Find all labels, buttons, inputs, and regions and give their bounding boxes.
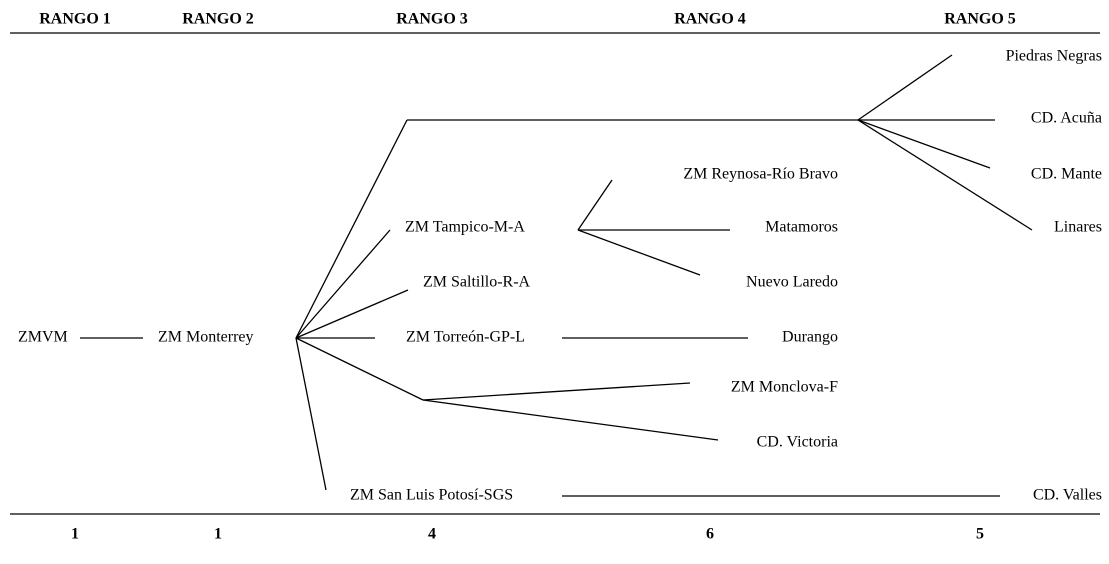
connector bbox=[857, 119, 991, 169]
connector bbox=[857, 54, 953, 121]
node-label: Piedras Negras bbox=[1006, 48, 1102, 65]
header: RANGO 2 bbox=[182, 11, 254, 28]
connector bbox=[857, 119, 1033, 231]
node-label: ZM Monclova-F bbox=[731, 379, 838, 396]
node-label: CD. Mante bbox=[1031, 166, 1102, 183]
header: RANGO 1 bbox=[39, 11, 111, 28]
connector bbox=[422, 399, 719, 441]
node-label: ZM San Luis Potosí-SGS bbox=[350, 487, 513, 504]
header: RANGO 3 bbox=[396, 11, 468, 28]
connector bbox=[295, 337, 327, 491]
connector bbox=[295, 229, 391, 339]
node-label: CD. Valles bbox=[1033, 487, 1102, 504]
node-label: Linares bbox=[1054, 219, 1102, 236]
node-label: ZM Tampico-M-A bbox=[405, 219, 525, 236]
connector bbox=[295, 119, 408, 339]
count: 1 bbox=[214, 526, 222, 543]
nodes: ZMVM ZM Monterrey ZM Tampico-M-A ZM Salt… bbox=[18, 48, 1102, 504]
node-label: ZM Monterrey bbox=[158, 329, 254, 346]
header: RANGO 4 bbox=[674, 11, 746, 28]
connector bbox=[577, 179, 613, 231]
count: 4 bbox=[428, 526, 436, 543]
connector bbox=[422, 382, 691, 401]
headers: RANGO 1 RANGO 2 RANGO 3 RANGO 4 RANGO 5 bbox=[39, 11, 1016, 28]
node-label: ZMVM bbox=[18, 329, 68, 346]
node-label: Nuevo Laredo bbox=[746, 274, 838, 291]
header: RANGO 5 bbox=[944, 11, 1016, 28]
count: 1 bbox=[71, 526, 79, 543]
node-label: Durango bbox=[782, 329, 838, 346]
node-label: CD. Victoria bbox=[757, 434, 838, 451]
count: 6 bbox=[706, 526, 714, 543]
connector bbox=[295, 289, 409, 339]
count: 5 bbox=[976, 526, 984, 543]
connector bbox=[577, 229, 701, 276]
node-label: ZM Torreón-GP-L bbox=[406, 329, 525, 346]
node-label: ZM Saltillo-R-A bbox=[423, 274, 531, 291]
connectors bbox=[80, 54, 1033, 497]
node-label: CD. Acuña bbox=[1031, 110, 1102, 127]
connector bbox=[295, 337, 424, 401]
node-label: Matamoros bbox=[765, 219, 838, 236]
node-label: ZM Reynosa-Río Bravo bbox=[683, 166, 838, 183]
counts: 1 1 4 6 5 bbox=[71, 526, 984, 543]
